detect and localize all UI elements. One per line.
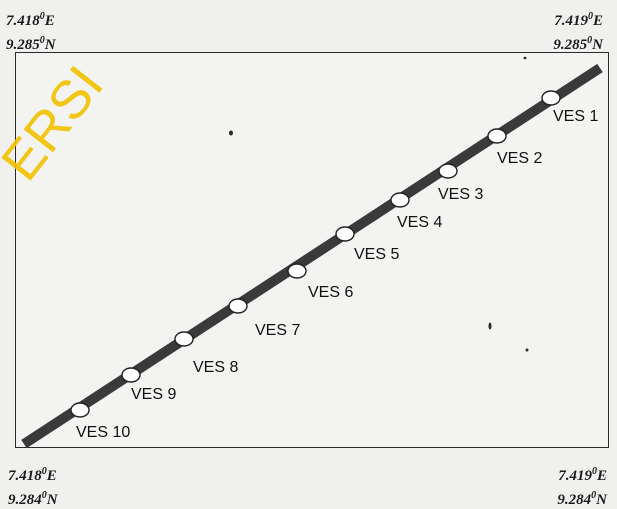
ves-station-marker (70, 402, 90, 418)
ves-station-label: VES 1 (553, 108, 598, 125)
scan-speck (525, 348, 529, 352)
scan-speck (488, 322, 492, 330)
corner-coordinate-top-right: 7.4190E 9.2850N (553, 11, 603, 53)
scan-speck (229, 130, 233, 136)
scan-speck (523, 56, 527, 60)
corner-coordinate-bottom-left: 7.4180E 9.2840N (8, 466, 58, 508)
ves-station-marker (335, 226, 355, 242)
ves-station-label: VES 4 (397, 214, 442, 231)
ves-station-label: VES 9 (131, 386, 176, 403)
ves-station-marker (487, 128, 507, 144)
ves-station-label: VES 2 (497, 150, 542, 167)
ves-station-label: VES 10 (76, 424, 130, 441)
corner-coordinate-bottom-right: 7.4190E 9.2840N (557, 466, 607, 508)
ves-station-label: VES 5 (354, 246, 399, 263)
ves-station-label: VES 3 (438, 186, 483, 203)
corner-coordinate-top-left: 7.4180E 9.2850N (6, 11, 56, 53)
ves-station-label: VES 7 (255, 322, 300, 339)
ves-station-marker (174, 331, 194, 347)
ves-station-marker (390, 192, 410, 208)
ves-station-marker (287, 263, 307, 279)
ves-station-marker (121, 367, 141, 383)
watermark: ERSI (0, 55, 115, 191)
ves-station-marker (228, 298, 248, 314)
ves-station-label: VES 8 (193, 359, 238, 376)
ves-station-marker (541, 90, 561, 106)
ves-station-marker (438, 163, 458, 179)
ves-station-label: VES 6 (308, 284, 353, 301)
profile-line (21, 63, 603, 449)
